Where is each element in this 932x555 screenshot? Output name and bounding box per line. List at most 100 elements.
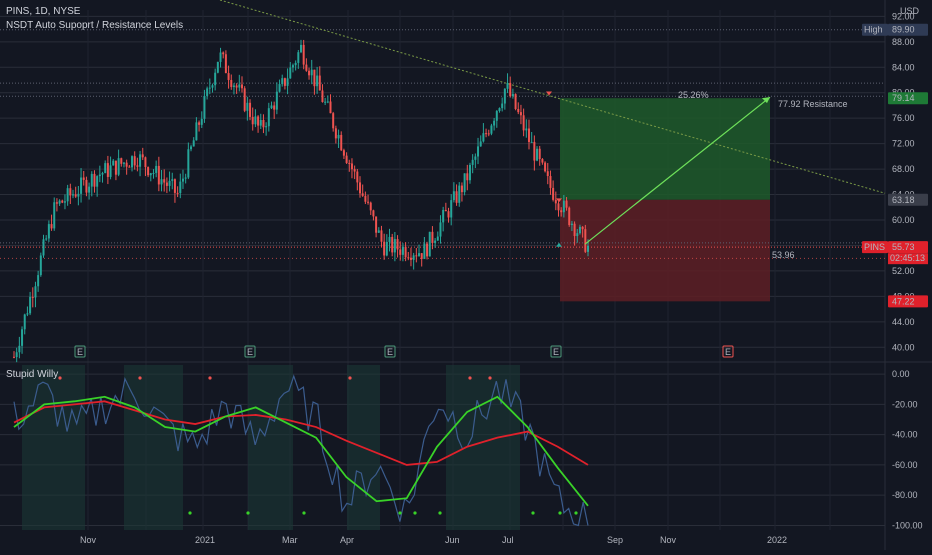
candle-body	[468, 164, 471, 181]
candle-body	[133, 156, 136, 166]
candle-body	[549, 176, 552, 188]
candle-body	[536, 148, 539, 161]
candle-body	[82, 177, 85, 180]
price-tick-label: 68.00	[892, 164, 915, 174]
candle-body	[259, 119, 262, 126]
candle-body	[74, 194, 77, 197]
price-tick-label: 72.00	[892, 139, 915, 149]
candle-body	[570, 223, 573, 226]
candle-body	[527, 128, 530, 142]
candle-body	[101, 173, 104, 175]
candle-body	[77, 193, 80, 197]
price-tag-sub-bg	[888, 253, 928, 265]
sell-marker	[556, 198, 562, 203]
candle-body	[581, 226, 584, 230]
candle-body	[490, 125, 493, 134]
time-tick-label: Mar	[282, 535, 298, 545]
candle-body	[372, 210, 375, 217]
candle-body	[23, 314, 26, 330]
candle-body	[517, 109, 520, 113]
candle-body	[211, 85, 214, 88]
candle-body	[31, 296, 34, 298]
candle-body	[342, 150, 345, 156]
candle-body	[227, 73, 230, 80]
candle-body	[302, 44, 305, 65]
candle-body	[482, 133, 485, 142]
candle-body	[265, 126, 268, 128]
candle-body	[80, 177, 83, 194]
candle-body	[222, 52, 225, 55]
candle-body	[47, 224, 50, 239]
time-tick-label: Nov	[80, 535, 97, 545]
candle-body	[66, 188, 69, 202]
osc-tick-label: 0.00	[892, 369, 910, 379]
candle-body	[122, 162, 125, 164]
candle-body	[495, 111, 498, 121]
candle-body	[498, 108, 501, 112]
candle-body	[120, 158, 123, 164]
price-tag-red	[888, 241, 928, 254]
candle-body	[53, 202, 56, 229]
candle-body	[399, 249, 402, 255]
price-tag-label-bg	[862, 241, 888, 254]
osc-oversold-dot	[398, 511, 402, 515]
candle-body	[286, 78, 289, 86]
osc-overbought-dot	[488, 376, 492, 380]
price-tag-gray	[888, 193, 928, 206]
candle-body	[165, 182, 168, 186]
candle-body	[509, 83, 512, 97]
candle-body	[262, 119, 265, 128]
candle-body	[361, 193, 364, 196]
candle-body	[139, 154, 142, 167]
osc-overbought-dot	[208, 376, 212, 380]
candle-body	[412, 255, 415, 260]
candle-body	[431, 231, 434, 243]
candle-body	[455, 191, 458, 203]
price-tick-label: 60.00	[892, 215, 915, 225]
price-tag-label: High	[864, 25, 883, 35]
candle-body	[291, 65, 294, 68]
candle-body	[232, 85, 235, 87]
candle-body	[436, 236, 439, 241]
earnings-marker-icon	[74, 345, 86, 358]
candle-body	[380, 230, 383, 242]
candle-body	[522, 115, 525, 131]
candle-body	[318, 75, 321, 91]
candle-body	[407, 257, 410, 259]
candle-body	[246, 102, 249, 111]
candle-body	[300, 44, 302, 53]
candle-body	[375, 216, 378, 233]
price-tick-label: 88.00	[892, 37, 915, 47]
candle-body	[206, 88, 209, 96]
candle-body	[187, 149, 190, 178]
candle-body	[176, 192, 179, 194]
osc-highlight-zone	[446, 365, 520, 530]
candle-body	[560, 210, 563, 213]
candle-body	[297, 52, 300, 63]
candle-body	[171, 179, 174, 181]
time-tick-label: 2022	[767, 535, 787, 545]
osc-overbought-dot	[348, 376, 352, 380]
indicator-title: NSDT Auto Supoprt / Resistance Levels	[6, 20, 184, 31]
candle-body	[214, 72, 217, 86]
price-tick-label: 52.00	[892, 266, 915, 276]
candle-body	[58, 200, 61, 204]
osc-fast-line	[13, 374, 589, 527]
time-tick-label: Jun	[445, 535, 460, 545]
candle-body	[334, 128, 337, 139]
candle-body	[359, 182, 362, 194]
candle-body	[109, 165, 112, 177]
candle-body	[313, 69, 316, 87]
candle-body	[493, 120, 496, 126]
candle-body	[554, 199, 557, 204]
price-tag-value: 89.90	[892, 25, 915, 35]
osc-oversold-dot	[574, 511, 578, 515]
osc-tick-label: -80.00	[892, 490, 918, 500]
resistance-arrow-head	[762, 97, 770, 104]
earnings-marker-label: E	[77, 347, 83, 357]
candle-body	[144, 157, 147, 168]
earnings-marker-label: E	[725, 347, 731, 357]
candle-body	[514, 94, 517, 110]
